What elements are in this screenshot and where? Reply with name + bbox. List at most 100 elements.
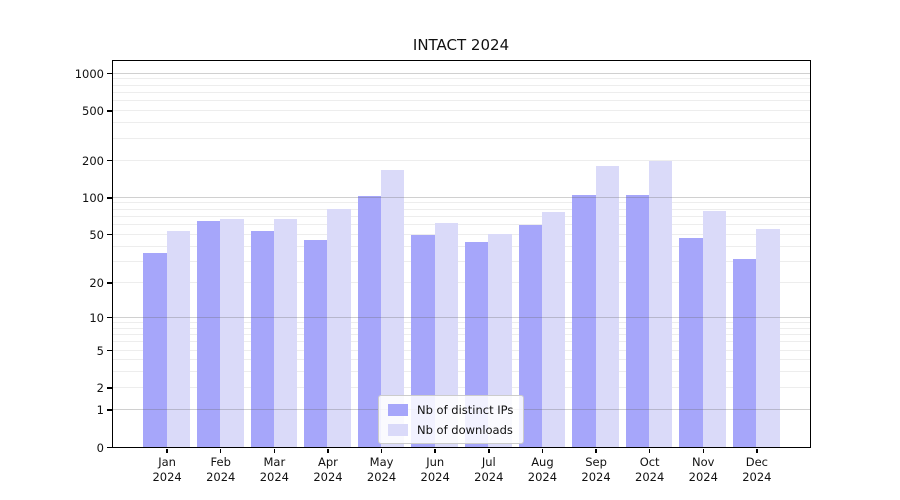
bar-distinct-ips-jan — [143, 253, 167, 447]
minor-gridline — [113, 245, 810, 247]
chart-title: INTACT 2024 — [412, 36, 510, 54]
bar-distinct-ips-may — [357, 195, 382, 447]
legend-item-downloads: Nb of downloads — [388, 421, 513, 438]
y-tick-mark — [107, 110, 112, 112]
major-gridline — [113, 316, 810, 318]
y-tick-mark — [107, 446, 112, 449]
minor-gridline — [113, 91, 810, 93]
x-tick-label: Jan 2024 — [152, 455, 182, 484]
minor-gridline — [113, 110, 810, 112]
y-tick-mark — [107, 72, 112, 75]
y-tick-label: 5 — [96, 343, 104, 358]
minor-gridline — [113, 341, 810, 343]
bar-distinct-ips-nov — [679, 237, 703, 447]
bar-downloads-jan — [166, 231, 190, 447]
minor-gridline — [113, 260, 810, 262]
x-tick-mark — [756, 449, 758, 453]
plot-area — [112, 60, 811, 448]
bar-distinct-ips-feb — [196, 221, 221, 447]
y-tick-mark — [107, 197, 112, 199]
legend-swatch-downloads — [388, 423, 408, 436]
bar-downloads-aug — [541, 211, 566, 447]
y-tick-mark — [107, 282, 112, 284]
minor-gridline — [113, 208, 810, 210]
major-gridline — [113, 72, 810, 74]
bar-distinct-ips-oct — [625, 194, 650, 447]
minor-gridline — [113, 233, 810, 235]
y-tick-label: 500 — [82, 104, 104, 119]
x-tick-mark — [166, 449, 168, 453]
y-tick-label: 1 — [96, 402, 104, 417]
bar-downloads-may — [381, 170, 405, 447]
x-tick-label: Dec 2024 — [742, 455, 772, 484]
bar-distinct-ips-apr — [304, 239, 328, 447]
y-tick-label: 20 — [89, 275, 104, 290]
x-tick-label: Jun 2024 — [420, 455, 450, 484]
x-tick-mark — [488, 449, 490, 453]
minor-gridline — [113, 78, 810, 80]
minor-gridline — [113, 333, 810, 335]
x-tick-label: Nov 2024 — [688, 455, 718, 484]
x-tick-label: Aug 2024 — [527, 455, 558, 484]
x-tick-label: Feb 2024 — [206, 455, 236, 484]
x-tick-label: Jul 2024 — [474, 455, 504, 484]
x-tick-mark — [380, 449, 383, 453]
x-tick-label: Mar 2024 — [259, 455, 289, 484]
y-tick-label: 200 — [82, 153, 104, 168]
y-tick-mark — [107, 159, 112, 162]
y-tick-mark — [107, 409, 112, 411]
legend-item-distinct-ips: Nb of distinct IPs — [388, 401, 513, 418]
legend-label-distinct-ips: Nb of distinct IPs — [417, 402, 514, 417]
y-tick-mark — [107, 349, 112, 352]
bar-downloads-apr — [327, 209, 351, 447]
minor-gridline — [113, 281, 810, 283]
x-tick-mark — [434, 449, 436, 453]
x-tick-mark — [702, 449, 705, 453]
bar-downloads-jul — [488, 234, 512, 447]
x-tick-mark — [541, 449, 544, 453]
y-tick-label: 0 — [96, 440, 104, 455]
bar-downloads-feb — [220, 219, 244, 447]
x-tick-mark — [648, 449, 651, 453]
major-gridline — [113, 196, 810, 198]
minor-gridline — [113, 327, 810, 329]
y-tick-label: 2 — [96, 381, 104, 396]
minor-gridline — [113, 224, 810, 226]
minor-gridline — [113, 321, 810, 323]
x-tick-mark — [595, 449, 597, 453]
bar-downloads-mar — [273, 218, 298, 447]
bar-distinct-ips-mar — [250, 231, 274, 447]
y-tick-label: 100 — [82, 190, 104, 205]
minor-gridline — [113, 202, 810, 204]
minor-gridline — [113, 215, 810, 217]
minor-gridline — [113, 122, 810, 124]
minor-gridline — [113, 349, 810, 351]
minor-gridline — [113, 387, 810, 389]
minor-gridline — [113, 371, 810, 373]
x-tick-mark — [273, 449, 276, 453]
y-tick-label: 10 — [89, 310, 104, 325]
x-tick-mark — [327, 449, 329, 453]
x-tick-label: Apr 2024 — [313, 455, 343, 484]
y-tick-label: 50 — [89, 227, 104, 242]
minor-gridline — [113, 137, 810, 139]
bar-distinct-ips-jun — [411, 235, 435, 447]
bar-downloads-dec — [756, 229, 780, 447]
legend-swatch-distinct-ips — [388, 403, 408, 416]
minor-gridline — [113, 100, 810, 102]
bar-downloads-oct — [649, 161, 673, 447]
bar-downloads-jun — [434, 222, 458, 447]
y-tick-label: 1000 — [74, 66, 104, 81]
minor-gridline — [113, 84, 810, 86]
y-tick-mark — [107, 233, 112, 236]
x-tick-label: Sep 2024 — [581, 455, 611, 484]
legend: Nb of distinct IPs Nb of downloads — [378, 395, 525, 444]
minor-gridline — [113, 359, 810, 361]
bar-downloads-sep — [595, 166, 619, 447]
y-tick-mark — [107, 387, 112, 389]
bar-downloads-nov — [702, 210, 727, 447]
minor-gridline — [113, 159, 810, 161]
x-tick-mark — [219, 449, 222, 453]
legend-label-downloads: Nb of downloads — [417, 422, 513, 437]
